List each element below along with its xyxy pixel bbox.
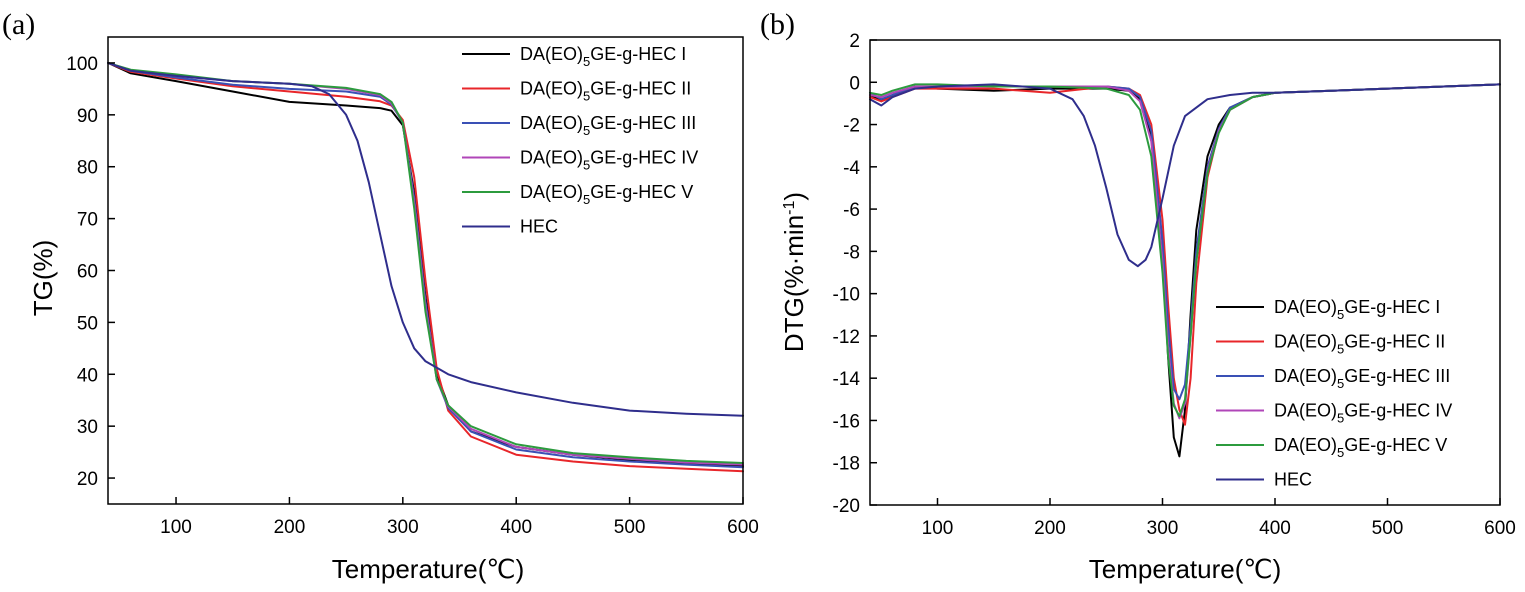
b-y-tick-label: -8 xyxy=(843,242,860,263)
panel-a-legend: DA(EO)5GE-g-HEC I DA(EO)5GE-g-HEC II DA(EO… xyxy=(462,44,698,237)
panel-a-label: (a) xyxy=(2,8,35,41)
panel-b-y-axis-label-sup: -1 xyxy=(781,201,798,215)
panel-a-y-axis-label: TG(%) xyxy=(28,240,58,317)
b-y-tick-label: -20 xyxy=(833,496,860,517)
b-y-tick-label: 0 xyxy=(849,73,860,94)
b-y-tick-label: -16 xyxy=(833,411,860,432)
b-y-tick-label: -18 xyxy=(833,454,860,475)
panel-a-x-axis-label: Temperature(℃) xyxy=(332,554,524,584)
a-legend-label-5: DA(EO)5GE-g-HEC V xyxy=(520,182,693,207)
panel-b-series-lines xyxy=(869,83,1501,458)
a-legend-label-1: DA(EO)5GE-g-HEC I xyxy=(520,44,686,69)
b-legend-label-6: HEC xyxy=(1274,470,1312,490)
a-y-tick-label: 50 xyxy=(77,313,98,334)
b-y-tick-label: -6 xyxy=(843,200,860,221)
a-legend-label-3: DA(EO)5GE-g-HEC III xyxy=(520,113,696,138)
b-y-tick-label: -12 xyxy=(833,327,860,348)
panel-b-plot-frame xyxy=(869,39,1501,506)
b-x-tick-label: 400 xyxy=(1259,518,1291,539)
a-legend-label-4: DA(EO)5GE-g-HEC IV xyxy=(520,148,698,173)
a-x-tick-label: 600 xyxy=(727,517,759,538)
a-x-tick-label: 200 xyxy=(274,517,306,538)
b-legend-label-2: DA(EO)5GE-g-HEC II xyxy=(1274,332,1445,357)
panel-b-legend: DA(EO)5GE-g-HEC I DA(EO)5GE-g-HEC II DA(EO… xyxy=(1216,297,1452,490)
b-series-line-6 xyxy=(869,83,1501,268)
panel-b-y-axis-label: DTG(%·min-1) xyxy=(779,192,809,352)
panel-b-y-ticks: 2 0 -2 -4 -6 -8 -10 -12 -14 -16 -18 -20 xyxy=(833,31,877,517)
a-x-tick-label: 300 xyxy=(387,517,419,538)
a-x-tick-label: 100 xyxy=(160,517,192,538)
b-y-tick-label: -14 xyxy=(833,369,861,390)
b-x-tick-label: 100 xyxy=(922,518,954,539)
b-x-tick-label: 300 xyxy=(1147,518,1179,539)
panel-a-tg-chart: (a) 100 200 300 400 500 600 20 30 40 50 60 70 80 90 1… xyxy=(2,8,759,584)
panel-b-label: (b) xyxy=(760,8,795,41)
a-legend-label-6: HEC xyxy=(520,217,558,237)
panel-b-dtg-chart: (b) 100 200 300 400 500 600 2 0 -2 -4 -6 -8 -10 -12 -… xyxy=(760,8,1516,584)
b-x-tick-label: 600 xyxy=(1484,518,1516,539)
a-y-tick-label: 80 xyxy=(77,158,98,179)
a-legend-label-2: DA(EO)5GE-g-HEC II xyxy=(520,79,691,104)
panel-a-y-ticks: 20 30 40 50 60 70 80 90 100 xyxy=(66,54,115,490)
panel-a-x-ticks: 100 200 300 400 500 600 xyxy=(160,497,759,538)
b-x-tick-label: 500 xyxy=(1372,518,1404,539)
a-series-line-2 xyxy=(107,61,744,473)
b-legend-label-3: DA(EO)5GE-g-HEC III xyxy=(1274,366,1450,391)
b-y-tick-label: -2 xyxy=(843,116,860,137)
a-y-tick-label: 100 xyxy=(66,54,98,75)
b-series-line-3 xyxy=(869,83,1501,401)
panel-b-x-axis-label: Temperature(℃) xyxy=(1089,554,1281,584)
a-y-tick-label: 70 xyxy=(77,210,98,231)
panel-b-y-axis-label-end: ) xyxy=(779,192,809,201)
panel-a-series-lines xyxy=(107,61,744,473)
a-series-line-6 xyxy=(107,61,744,417)
a-y-tick-label: 90 xyxy=(77,106,98,127)
b-x-tick-label: 200 xyxy=(1034,518,1066,539)
a-x-tick-label: 400 xyxy=(500,517,532,538)
a-y-tick-label: 30 xyxy=(77,417,98,438)
panel-a-plot-frame xyxy=(107,36,744,505)
b-legend-label-5: DA(EO)5GE-g-HEC V xyxy=(1274,435,1447,460)
b-y-tick-label: -4 xyxy=(843,158,860,179)
b-legend-label-1: DA(EO)5GE-g-HEC I xyxy=(1274,297,1440,322)
a-y-tick-label: 40 xyxy=(77,365,98,386)
a-x-tick-label: 500 xyxy=(614,517,646,538)
a-y-tick-label: 20 xyxy=(77,469,98,490)
panel-b-x-ticks: 100 200 300 400 500 600 xyxy=(922,498,1516,539)
panel-b-y-axis-label-main: DTG(%·min xyxy=(779,215,809,352)
b-y-tick-label: -10 xyxy=(833,285,860,306)
b-y-tick-label: 2 xyxy=(849,31,860,52)
a-y-tick-label: 60 xyxy=(77,262,98,283)
b-legend-label-4: DA(EO)5GE-g-HEC IV xyxy=(1274,401,1452,426)
